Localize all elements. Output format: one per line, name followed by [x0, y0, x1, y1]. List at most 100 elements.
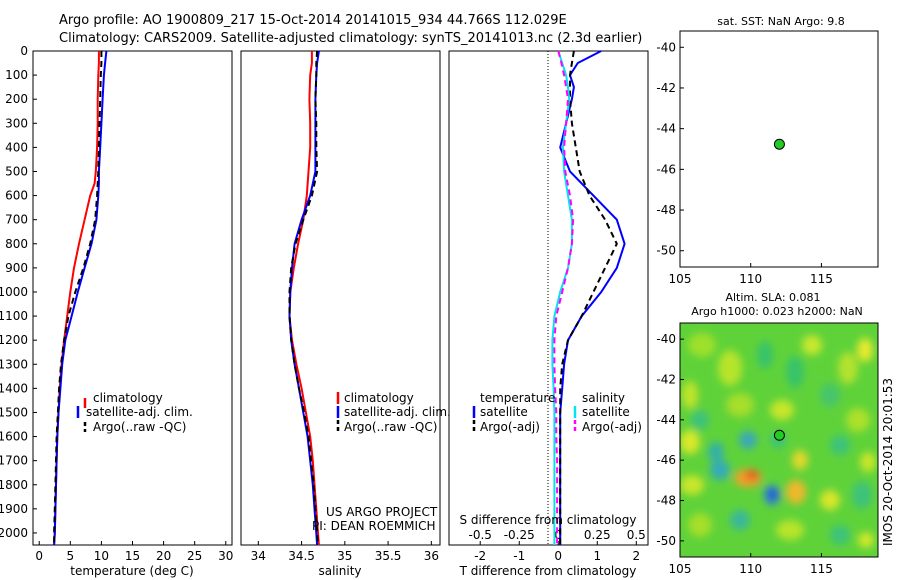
- legend-title-temperature: temperature: [480, 391, 555, 405]
- y-tick-label: -40: [656, 332, 676, 346]
- y-tick-label: 200: [5, 92, 28, 106]
- y-tick-label: 1000: [0, 285, 28, 299]
- x-tick-label: 35.5: [375, 549, 402, 563]
- temperature-legend-argo: Argo(..raw -QC): [93, 420, 186, 434]
- difference-x-label: T difference from climatology: [459, 564, 637, 578]
- salinity-x-label: salinity: [318, 564, 361, 578]
- x-tick-label: 30: [218, 549, 233, 563]
- y-tick-label: 1700: [0, 454, 28, 468]
- y-tick-label: -46: [656, 162, 676, 176]
- temperature-panel: 0100200300400500600700800900100011001200…: [0, 44, 233, 578]
- argo-location-marker: [773, 138, 785, 150]
- difference-panel: -2 -1 0 1 2 -0.5 -0.25 0 0.25 0.5 S difference f…: [448, 50, 649, 578]
- x-tick-label: 35: [337, 549, 352, 563]
- salinity-legend: climatology satellite-adj. clim. Argo(..…: [336, 391, 451, 434]
- imos-watermark: IMOS 20-Oct-2014 20:01:53: [881, 378, 895, 546]
- x-tick-label: 105: [669, 562, 692, 576]
- temperature-legend-satellite: satellite-adj. clim.: [86, 405, 193, 419]
- y-tick-label: 0: [20, 44, 28, 58]
- series-line-satellite-adj-clim-: [53, 50, 108, 546]
- x-tick-label: -2: [474, 549, 486, 563]
- y-tick-label: 300: [5, 116, 28, 130]
- x-tick-label: 0: [554, 549, 562, 563]
- y-tick-label: 900: [5, 261, 28, 275]
- x-tick-label: 25: [187, 549, 202, 563]
- x2-tick-label: -0.5: [469, 528, 492, 542]
- y-tick-label: -42: [656, 372, 676, 386]
- y-tick-label: 1800: [0, 478, 28, 492]
- y-tick-label: -50: [656, 244, 676, 258]
- temperature-legend-climatology: climatology: [93, 391, 163, 405]
- series-line-argo-raw-qc-: [288, 50, 319, 546]
- y-tick-label: 500: [5, 164, 28, 178]
- sla-map-panel: Altim. SLA: 0.081 Argo h1000: 0.023 h200…: [656, 291, 895, 576]
- y-tick-label: 1200: [0, 333, 28, 347]
- y-tick-label: -44: [656, 122, 676, 136]
- sst-map-panel: sat. SST: NaN Argo: 9.8 105 110 115 -40 -42…: [656, 15, 879, 286]
- legend-salinity-satellite: satellite: [582, 405, 630, 419]
- x-tick-label: 115: [810, 272, 833, 286]
- legend-salinity-argo: Argo(-adj): [582, 420, 642, 434]
- credit-line-1: US ARGO PROJECT: [326, 505, 438, 519]
- argo-location-marker: [773, 429, 785, 441]
- salinity-legend-argo: Argo(..raw -QC): [344, 420, 437, 434]
- sla-map-title-line-1: Altim. SLA: 0.081: [725, 291, 820, 304]
- legend-temperature-argo: Argo(-adj): [480, 420, 540, 434]
- legend-title-salinity: salinity: [582, 391, 625, 405]
- x-tick-label: 2: [632, 549, 640, 563]
- y-tick-label: 1500: [0, 405, 28, 419]
- x-tick-label: 20: [156, 549, 171, 563]
- salinity-axes-frame: [240, 50, 441, 546]
- series-line-argo-raw-qc-: [53, 51, 103, 545]
- y-tick-label: 700: [5, 213, 28, 227]
- sst-map-axes-frame: [679, 30, 879, 268]
- x-tick-label: 34.5: [288, 549, 315, 563]
- y-tick-label: -42: [656, 81, 676, 95]
- header-line-2: Climatology: CARS2009. Satellite-adjuste…: [59, 31, 642, 46]
- legend-temperature-satellite: satellite: [480, 405, 528, 419]
- y-tick-label: 1400: [0, 381, 28, 395]
- x2-tick-label: 0: [554, 528, 562, 542]
- x-tick-label: 5: [66, 549, 74, 563]
- y-tick-label: -46: [656, 453, 676, 467]
- salinity-legend-climatology: climatology: [344, 391, 414, 405]
- y-tick-label: -48: [656, 203, 676, 217]
- series-line-satellite: [551, 50, 573, 545]
- y-tick-label: 400: [5, 140, 28, 154]
- x-tick-label: 110: [739, 272, 762, 286]
- x-tick-label: 0: [35, 549, 43, 563]
- y-tick-label: 1300: [0, 357, 28, 371]
- series-line-satellite: [559, 50, 626, 545]
- x-tick-label: 105: [669, 272, 692, 286]
- y-tick-label: 100: [5, 68, 28, 82]
- x-tick-label: 110: [739, 562, 762, 576]
- y-tick-label: 2000: [0, 526, 28, 540]
- sla-map-axes-frame: [679, 322, 879, 558]
- salinity-legend-satellite: satellite-adj. clim.: [344, 405, 451, 419]
- credit-line-2: PI: DEAN ROEMMICH: [312, 519, 435, 533]
- difference-legend: temperature satellite Argo(-adj) salinit…: [472, 391, 642, 434]
- x-tick-label: 115: [810, 562, 833, 576]
- y-tick-label: 800: [5, 237, 28, 251]
- salinity-panel: 34 34.5 35 35.5 36 salinity climatology sate…: [240, 50, 451, 578]
- x2-tick-label: 0.25: [584, 528, 611, 542]
- x-tick-label: -1: [513, 549, 525, 563]
- sst-map-title: sat. SST: NaN Argo: 9.8: [717, 15, 844, 28]
- temperature-legend: climatology satellite-adj. clim. Argo(..…: [76, 391, 193, 434]
- temperature-axes-frame: [32, 50, 233, 546]
- y-tick-label: -44: [656, 413, 676, 427]
- x-tick-label: 1: [593, 549, 601, 563]
- x-tick-label: 15: [125, 549, 140, 563]
- series-line-argo-adj-: [553, 50, 575, 545]
- sla-map-title-line-2: Argo h1000: 0.023 h2000: NaN: [691, 305, 863, 318]
- x-tick-label: 10: [94, 549, 109, 563]
- y-tick-label: -50: [656, 534, 676, 548]
- y-tick-label: 600: [5, 189, 28, 203]
- y-tick-label: -48: [656, 494, 676, 508]
- x2-tick-label: -0.25: [504, 528, 535, 542]
- x-tick-label: 36: [424, 549, 439, 563]
- header-line-1: Argo profile: AO 1900809_217 15-Oct-2014…: [59, 13, 567, 28]
- difference-x2-label: S difference from climatology: [460, 513, 637, 527]
- series-line-argo-adj-: [559, 50, 618, 545]
